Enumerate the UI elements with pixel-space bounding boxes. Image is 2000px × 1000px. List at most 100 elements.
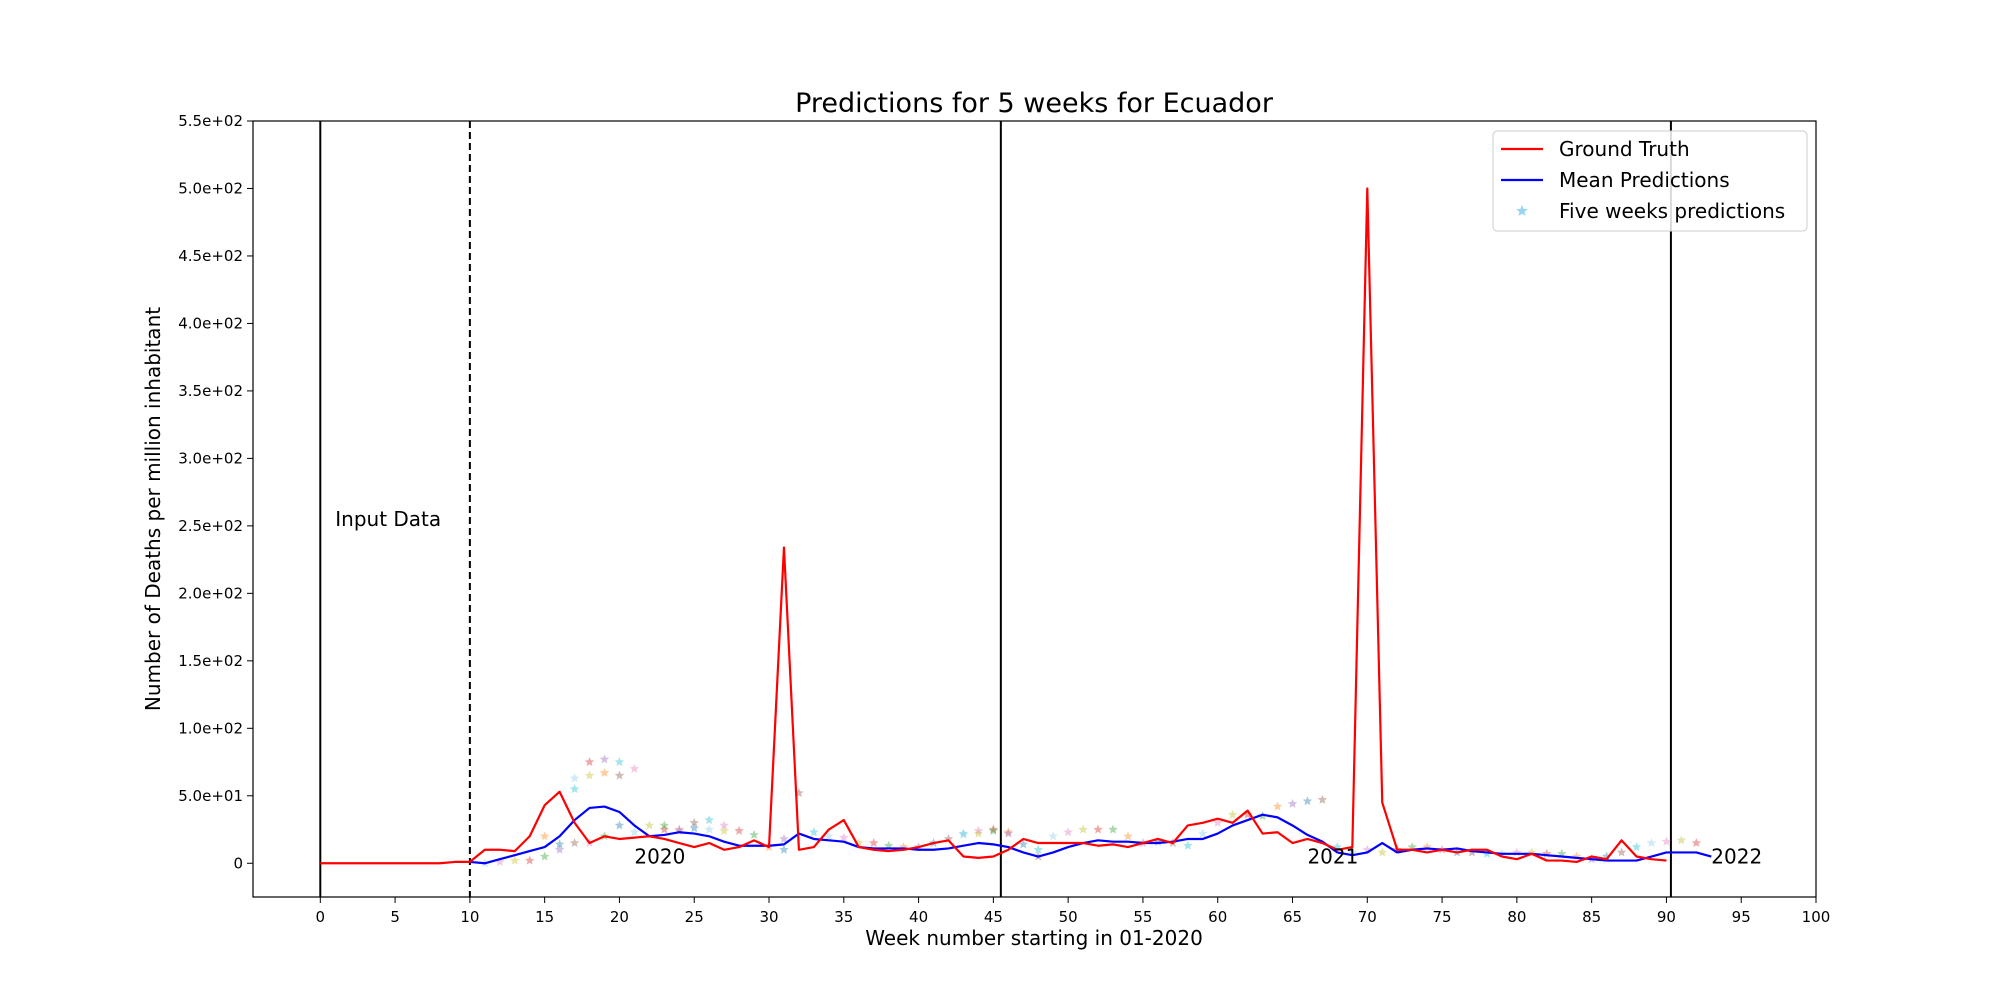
prediction-point [1093,824,1103,834]
prediction-point [988,824,999,834]
prediction-point [958,828,969,838]
y-tick-label: 5.0e+02 [178,179,243,197]
prediction-point [614,770,625,780]
annotation-0: Input Data [335,507,441,531]
x-axis-label: Week number starting in 01-2020 [865,926,1203,950]
x-tick-label: 90 [1657,908,1676,926]
prediction-point [839,832,849,842]
x-tick-label: 40 [909,908,928,926]
prediction-point [554,839,565,849]
prediction-point [614,757,625,767]
annotations: Input Data 2020 2021 2022 [335,507,1762,868]
prediction-point [749,829,759,839]
prediction-point [539,851,550,861]
y-tick-label: 3.5e+02 [178,382,243,400]
prediction-point [614,820,625,830]
x-tick-label: 70 [1358,908,1377,926]
prediction-point [689,817,699,827]
plot-area [253,121,1816,897]
prediction-point [824,831,834,841]
y-tick-label: 5.5e+02 [178,112,243,130]
y-tick-label: 4.5e+02 [178,247,243,265]
five-weeks-predictions-points [480,754,1702,868]
prediction-point [809,827,819,837]
prediction-point [569,838,580,848]
legend-entry: Five weeks predictions [1559,199,1785,223]
prediction-point [554,844,565,854]
x-tick-label: 45 [984,908,1003,926]
x-tick-label: 95 [1732,908,1751,926]
prediction-point [1616,847,1627,857]
plot-frame [252,120,1817,898]
prediction-point [599,754,610,764]
y-tick-label: 2.0e+02 [178,584,243,602]
prediction-point [1317,794,1328,804]
annotation-1: 2020 [634,844,685,868]
x-tick-label: 25 [685,908,704,926]
y-tick-label: 2.5e+02 [178,517,243,535]
y-axis-ticks: 0 5.0e+01 1.0e+02 1.5e+02 2.0e+02 2.5e+02 3.0e… [178,112,253,872]
x-tick-label: 20 [610,908,629,926]
prediction-point [569,784,580,794]
x-tick-label: 35 [834,908,853,926]
prediction-point [1048,831,1058,841]
prediction-point [644,820,655,830]
prediction-point [779,833,789,844]
y-tick-label: 3.0e+02 [178,449,243,467]
x-axis-ticks: 0 5 10 15 20 25 30 35 40 45 50 55 60 65 70 75 80 85 90 95 10… [316,897,1831,926]
prediction-point [659,824,670,834]
prediction-point [659,820,670,830]
legend-entry: Mean Predictions [1559,168,1730,192]
prediction-point [569,773,580,783]
x-tick-label: 55 [1133,908,1152,926]
y-tick-label: 1.5e+02 [178,652,243,670]
prediction-point [584,770,595,780]
y-tick-label: 5.0e+01 [178,787,243,805]
prediction-point [1676,835,1687,845]
prediction-point [1661,836,1672,846]
y-tick-label: 0 [233,854,243,872]
annotation-3: 2022 [1711,844,1762,868]
prediction-point [973,825,984,835]
prediction-point [988,825,999,835]
prediction-point [1003,827,1014,837]
prediction-point [719,820,729,830]
prediction-point [1691,838,1702,848]
prediction-point [629,763,640,773]
x-tick-label: 65 [1283,908,1302,926]
prediction-point [734,825,744,835]
prediction-point [495,856,505,866]
legend-swatch [1516,205,1528,216]
x-tick-label: 50 [1059,908,1078,926]
prediction-point [1272,801,1283,811]
prediction-point [509,855,520,865]
x-tick-label: 100 [1802,908,1831,926]
prediction-point [1287,798,1298,808]
prediction-point [704,824,714,834]
prediction-point [1242,809,1253,819]
prediction-point [719,825,729,835]
x-tick-label: 30 [759,908,778,926]
annotation-2: 2021 [1307,844,1358,868]
prediction-point [973,828,984,838]
prediction-point [958,829,969,839]
prediction-point [1631,842,1642,852]
legend: Ground Truth Mean Predictions Five weeks p… [1492,130,1808,232]
ground-truth-line [320,187,1667,865]
prediction-point [599,767,610,777]
prediction-point [1377,847,1387,857]
prediction-point [868,838,879,848]
prediction-point [524,855,535,865]
prediction-point [1198,828,1208,838]
x-tick-label: 60 [1208,908,1227,926]
x-tick-label: 5 [390,908,400,926]
prediction-point [1078,824,1088,834]
prediction-point [584,757,595,767]
prediction-point [1646,838,1657,848]
chart-title: Predictions for 5 weeks for Ecuador [795,88,1274,119]
prediction-point [1227,809,1238,819]
prediction-point [539,831,550,841]
vertical-marker-lines [319,121,1672,897]
x-tick-label: 10 [460,908,479,926]
